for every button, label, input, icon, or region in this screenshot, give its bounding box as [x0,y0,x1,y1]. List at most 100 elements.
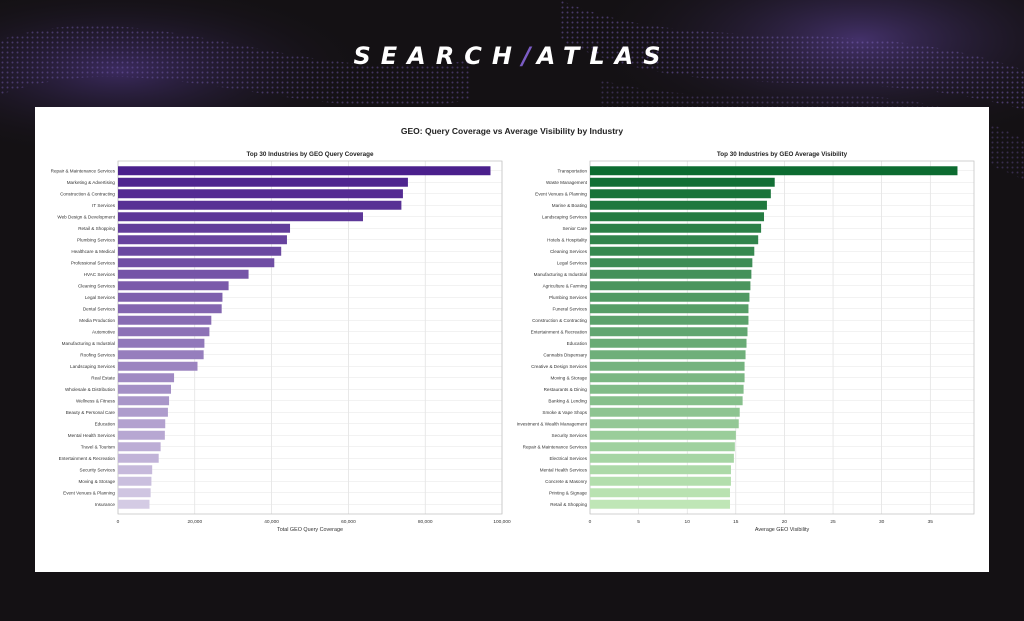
bar [118,361,198,371]
bar [118,189,403,199]
bar [590,442,735,452]
bar [118,373,175,383]
bar [590,361,745,371]
bar [118,315,212,325]
category-label: Healthcare & Medical [71,249,115,254]
category-label: Cleaning Services [78,283,116,288]
bar [590,476,731,486]
category-label: Wellness & Fitness [76,398,116,403]
chart-panel: GEO: Query Coverage vs Average Visibilit… [35,107,989,572]
bar [118,442,161,452]
bar [118,212,363,222]
category-label: Cleaning Services [550,249,588,254]
bar [118,166,491,176]
bar [590,488,730,498]
tick-label: 100,000 [493,519,511,525]
category-label: Education [95,421,116,426]
bar [590,465,731,475]
bar [590,419,739,429]
coverage-chart: Top 30 Industries by GEO Query Coverage R… [51,151,511,533]
tick-label: 5 [637,519,640,525]
category-label: Travel & Tourism [81,444,115,449]
category-label: Marketing & Advertising [67,180,116,185]
category-label: Automotive [92,329,115,334]
category-label: Education [567,341,588,346]
bar [590,200,767,210]
plot-frame [589,160,975,515]
category-label: Retail & Shopping [78,226,115,231]
bar [118,327,210,337]
category-label: Media Production [79,318,115,323]
bar [118,200,402,210]
bar [118,304,222,314]
bar [118,499,150,509]
plot-frame [117,160,503,515]
bar [590,166,958,176]
bar [118,384,171,394]
bar [118,338,205,348]
category-label: Insurance [95,502,116,507]
bar [118,350,204,360]
bar [118,177,408,187]
category-label: Mental Health Services [68,433,116,438]
category-label: Web Design & Development [57,214,115,219]
bar [590,373,745,383]
category-label: Cannabis Dispensary [543,352,587,357]
bar [118,396,170,406]
category-label: HVAC Services [84,272,116,277]
category-label: Plumbing Services [549,295,588,300]
category-label: Landscaping Services [542,214,588,219]
tick-label: 15 [733,519,739,525]
bar [590,189,771,199]
bar [118,476,152,486]
bar [590,281,751,291]
x-axis-label: Average GEO Visibility [755,527,810,533]
bar [590,315,749,325]
category-label: Senior Care [562,226,587,231]
tick-label: 80,000 [418,519,433,525]
bar [590,292,750,302]
category-label: Printing & Signage [549,490,587,495]
bar [590,304,749,314]
category-label: Moving & Storage [550,375,587,380]
chart-title: Top 30 Industries by GEO Query Coverage [247,151,374,158]
bar [118,419,166,429]
figure-title: GEO: Query Coverage vs Average Visibilit… [401,126,623,136]
bar [590,338,747,348]
tick-label: 30 [879,519,885,525]
category-label: Professional Services [71,260,116,265]
bar [590,396,743,406]
bar [590,235,759,245]
category-label: Agriculture & Farming [543,283,588,288]
category-label: Construction & Contracting [60,191,115,196]
category-label: Manufacturing & Industrial [534,272,587,277]
category-label: Electrical Services [549,456,587,461]
bar [118,453,159,463]
bar [118,269,249,279]
category-label: Concrete & Masonry [545,479,588,484]
category-label: Roofing Services [80,352,115,357]
x-axis-label: Total GEO Query Coverage [277,527,343,533]
bar [118,235,287,245]
bar [590,269,752,279]
tick-label: 0 [589,519,592,525]
category-label: Legal Services [557,260,588,265]
category-label: Real Estate [91,375,115,380]
tick-label: 0 [117,519,120,525]
category-label: Event Venues & Planning [63,490,115,495]
category-label: Marine & Boating [552,203,588,208]
bar [590,384,744,394]
category-label: Event Venues & Planning [535,191,587,196]
search-atlas-logo: SEARCH/ATLAS [353,42,671,70]
category-label: Waste Management [546,180,588,185]
bar [590,327,748,337]
bar [118,407,168,417]
category-label: Security Services [552,433,588,438]
category-label: Legal Services [85,295,116,300]
category-label: Funeral Services [553,306,588,311]
bar [590,350,746,360]
category-label: Banking & Lending [548,398,587,403]
bar [118,246,282,256]
category-label: Beauty & Personal Care [66,410,116,415]
bar [590,430,736,440]
